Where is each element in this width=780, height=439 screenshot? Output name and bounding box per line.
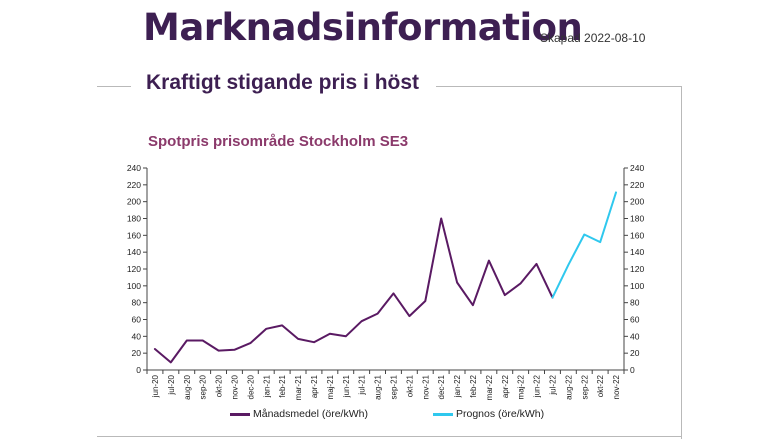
y-tick-label-left: 20: [132, 348, 142, 358]
chart-title: Spotpris prisområde Stockholm SE3: [148, 133, 409, 150]
frame-rule-right: [681, 86, 682, 439]
created-date: Skapad 2022-08-10: [540, 31, 646, 45]
x-tick-label: nov-22: [612, 374, 621, 399]
header-rule-left: [97, 86, 131, 87]
x-tick-label: jan-22: [453, 374, 462, 398]
y-tick-label-left: 80: [132, 298, 142, 308]
y-tick-label-right: 80: [630, 298, 640, 308]
y-tick-label-right: 220: [630, 180, 644, 190]
x-tick-label: aug-22: [564, 374, 573, 399]
x-tick-label: maj-22: [517, 374, 526, 399]
y-tick-label-left: 140: [127, 247, 141, 257]
x-tick-label: nov-20: [230, 374, 239, 399]
y-tick-label-right: 20: [630, 348, 640, 358]
y-tick-label-right: 160: [630, 230, 644, 240]
footer-rule: [97, 436, 682, 437]
y-tick-label-left: 40: [132, 331, 142, 341]
y-tick-label-right: 240: [630, 163, 644, 173]
x-tick-label: maj-21: [326, 374, 335, 399]
x-tick-label: sep-22: [580, 374, 589, 399]
x-tick-label: aug-21: [374, 374, 383, 399]
x-tick-label: apr-21: [310, 374, 319, 398]
y-tick-label-left: 220: [127, 180, 141, 190]
x-tick-label: jun-20: [151, 374, 160, 398]
x-tick-label: aug-20: [183, 374, 192, 399]
x-tick-label: okt-22: [596, 374, 605, 397]
x-tick-label: apr-22: [501, 374, 510, 398]
y-tick-label-right: 60: [630, 315, 640, 325]
series-line-forecast: [551, 191, 617, 299]
legend-swatch-actual: [230, 412, 250, 416]
x-tick-label: feb-22: [469, 374, 478, 397]
y-tick-label-right: 40: [630, 331, 640, 341]
x-tick-label: mar-21: [294, 374, 303, 400]
header-rule-right: [436, 86, 682, 87]
x-tick-label: jun-22: [533, 374, 542, 398]
y-tick-label-left: 100: [127, 281, 141, 291]
x-tick-label: okt-21: [405, 374, 414, 397]
x-tick-label: sep-20: [199, 374, 208, 399]
y-tick-label-right: 100: [630, 281, 644, 291]
x-tick-label: dec-20: [246, 374, 255, 399]
x-tick-label: mar-22: [485, 374, 494, 400]
legend-item-actual: Månadsmedel (öre/kWh): [230, 408, 368, 420]
page-title: Marknadsinformation: [143, 6, 583, 49]
y-tick-label-left: 200: [127, 197, 141, 207]
y-tick-label-left: 120: [127, 264, 141, 274]
legend-item-forecast: Prognos (öre/kWh): [433, 408, 544, 420]
x-tick-label: feb-21: [278, 374, 287, 397]
x-tick-label: dec-21: [437, 374, 446, 399]
series-line-actual: [153, 217, 554, 364]
legend-label-forecast: Prognos (öre/kWh): [456, 408, 545, 420]
x-tick-label: jul-21: [358, 374, 367, 395]
section-subtitle: Kraftigt stigande pris i höst: [146, 71, 420, 94]
y-tick-label-right: 180: [630, 214, 644, 224]
x-tick-label: okt-20: [215, 374, 224, 397]
legend-label-actual: Månadsmedel (öre/kWh): [253, 408, 368, 420]
y-tick-label-right: 140: [630, 247, 644, 257]
y-tick-label-left: 160: [127, 230, 141, 240]
y-tick-label-left: 180: [127, 214, 141, 224]
x-tick-label: jan-21: [262, 374, 271, 398]
y-tick-label-right: 0: [630, 365, 635, 375]
legend-swatch-forecast: [433, 412, 453, 416]
y-tick-label-left: 0: [136, 365, 141, 375]
x-tick-label: jul-20: [167, 374, 176, 395]
y-tick-label-right: 120: [630, 264, 644, 274]
x-tick-label: sep-21: [389, 374, 398, 399]
x-tick-label: jul-22: [548, 374, 557, 395]
y-tick-label-left: 240: [127, 163, 141, 173]
x-tick-label: jun-21: [342, 374, 351, 398]
x-tick-label: nov-21: [421, 374, 430, 399]
y-tick-label-right: 200: [630, 197, 644, 207]
y-tick-label-left: 60: [132, 315, 142, 325]
